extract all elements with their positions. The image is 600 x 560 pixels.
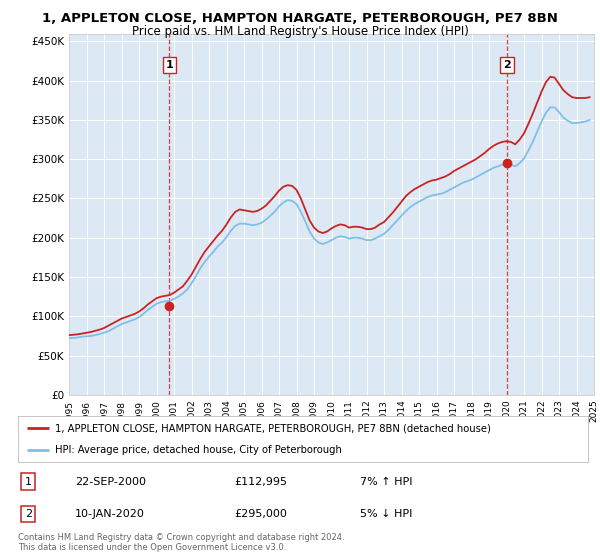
Text: 1: 1 — [166, 60, 173, 70]
Text: Contains HM Land Registry data © Crown copyright and database right 2024.
This d: Contains HM Land Registry data © Crown c… — [18, 533, 344, 552]
Text: 2: 2 — [503, 60, 511, 70]
Text: 7% ↑ HPI: 7% ↑ HPI — [360, 477, 413, 487]
Text: 5% ↓ HPI: 5% ↓ HPI — [360, 509, 412, 519]
Text: 1, APPLETON CLOSE, HAMPTON HARGATE, PETERBOROUGH, PE7 8BN (detached house): 1, APPLETON CLOSE, HAMPTON HARGATE, PETE… — [55, 423, 491, 433]
Text: £112,995: £112,995 — [235, 477, 287, 487]
Text: 10-JAN-2020: 10-JAN-2020 — [75, 509, 145, 519]
Text: 1, APPLETON CLOSE, HAMPTON HARGATE, PETERBOROUGH, PE7 8BN: 1, APPLETON CLOSE, HAMPTON HARGATE, PETE… — [42, 12, 558, 25]
Text: Price paid vs. HM Land Registry's House Price Index (HPI): Price paid vs. HM Land Registry's House … — [131, 25, 469, 38]
Text: 22-SEP-2000: 22-SEP-2000 — [75, 477, 146, 487]
Text: HPI: Average price, detached house, City of Peterborough: HPI: Average price, detached house, City… — [55, 445, 342, 455]
Text: 2: 2 — [25, 509, 32, 519]
Text: 1: 1 — [25, 477, 32, 487]
Text: £295,000: £295,000 — [235, 509, 287, 519]
